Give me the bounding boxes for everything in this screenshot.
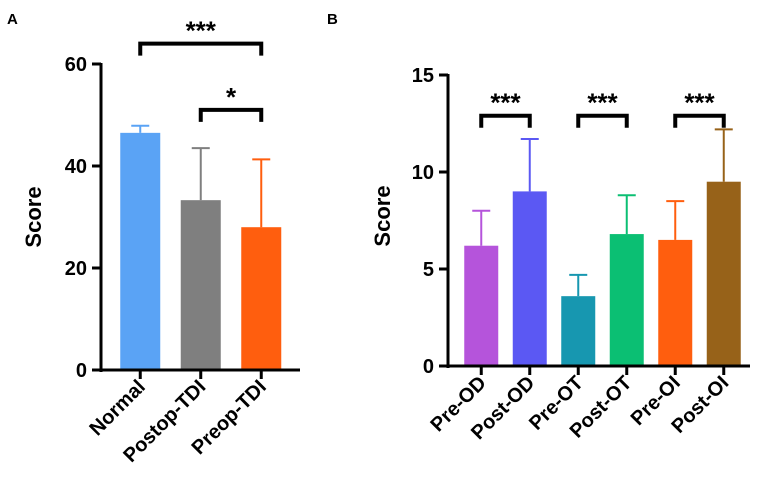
bar-post-oi xyxy=(706,181,741,366)
bar-pre-od xyxy=(464,245,499,366)
significance-bracket-0 xyxy=(479,113,532,128)
y-tick-label-60: 60 xyxy=(65,54,87,76)
y-tick-label-10: 10 xyxy=(412,162,434,184)
y-axis-title: Score xyxy=(21,186,46,247)
significance-label-0: *** xyxy=(186,16,217,46)
y-tick-label-5: 5 xyxy=(423,259,434,281)
panel-a-plot: 0204060NormalPostop-TDIPreop-TDIScore***… xyxy=(21,16,300,467)
y-tick-label-20: 20 xyxy=(65,258,87,280)
significance-bracket-0 xyxy=(138,41,264,56)
bar-normal xyxy=(120,132,161,370)
panel-a-label: A xyxy=(7,11,18,28)
panel-b-label: B xyxy=(327,11,338,28)
panel-b: B 051015Pre-ODPost-ODPre-OTPost-OTPre-OI… xyxy=(327,11,750,444)
significance-label-2: *** xyxy=(684,88,715,118)
y-axis-title: Score xyxy=(370,185,395,246)
bar-postop-tdi xyxy=(180,200,221,370)
panel-a: A 0204060NormalPostop-TDIPreop-TDIScore*… xyxy=(7,11,300,467)
panel-b-plot: 051015Pre-ODPost-ODPre-OTPost-OTPre-OIPo… xyxy=(370,65,750,444)
y-tick-label-40: 40 xyxy=(65,156,87,178)
bar-post-od xyxy=(512,191,547,366)
bar-post-ot xyxy=(609,234,644,366)
bar-pre-oi xyxy=(658,239,693,366)
significance-label-0: *** xyxy=(490,88,521,118)
y-tick-label-0: 0 xyxy=(423,356,434,378)
bar-preop-tdi xyxy=(241,227,282,370)
significance-label-1: * xyxy=(226,82,237,112)
significance-bracket-2 xyxy=(673,113,726,128)
y-tick-label-15: 15 xyxy=(412,65,434,87)
significance-bracket-1 xyxy=(198,107,264,122)
significance-bracket-1 xyxy=(576,113,629,128)
significance-label-1: *** xyxy=(587,88,618,118)
y-tick-label-0: 0 xyxy=(76,360,87,382)
bar-pre-ot xyxy=(561,296,596,366)
